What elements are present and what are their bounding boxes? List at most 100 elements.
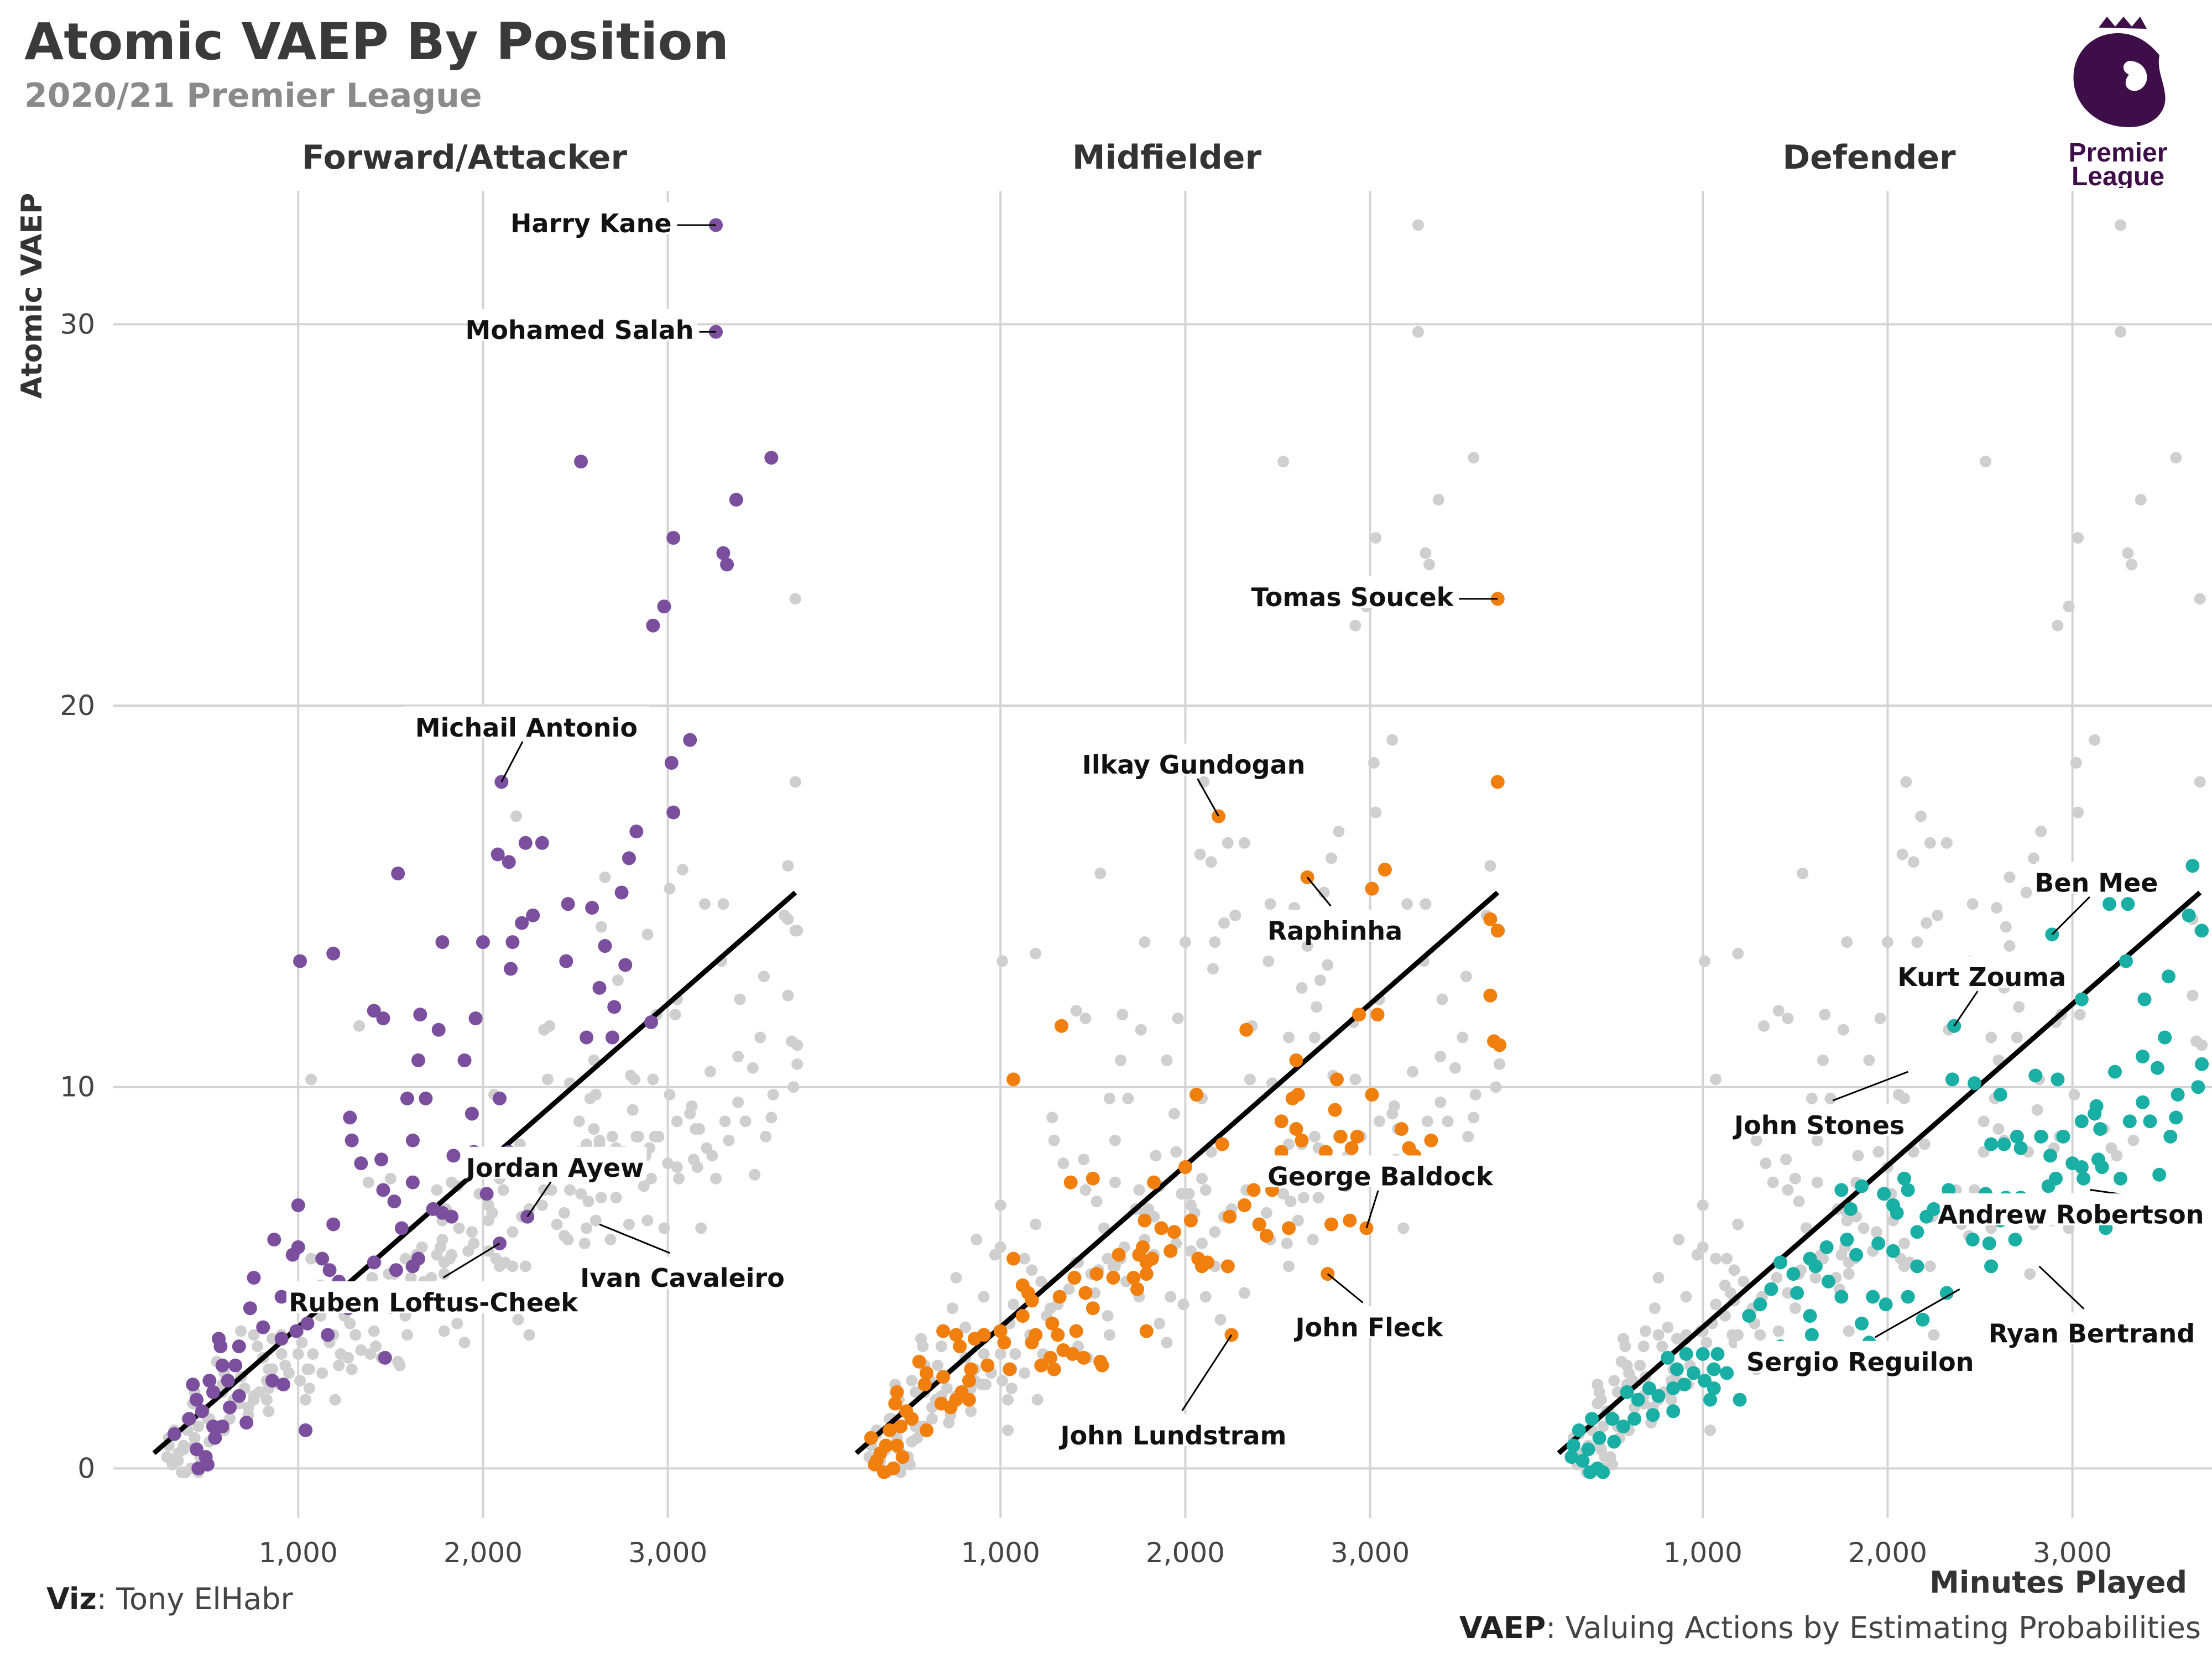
trend-line [854,890,1500,1455]
background-point [1079,1184,1092,1196]
background-point [787,1081,800,1093]
data-point [232,1389,246,1403]
data-point [445,1209,459,1224]
background-point [1196,1172,1208,1185]
data-point [247,1271,261,1285]
background-point [1434,1096,1447,1108]
data-point [1106,1271,1120,1285]
annotation-label-bg [1984,1312,2199,1344]
background-point [307,1348,319,1360]
data-point [561,897,575,911]
data-point [1968,1076,1981,1091]
background-point [2196,1039,2208,1051]
data-point [2150,1061,2164,1075]
data-point [1844,1202,1858,1216]
background-point [1898,1237,1910,1249]
background-point [606,1130,618,1142]
data-point [376,1011,390,1026]
facet-panel-1: Midfielder 1,000 2,000 3,000 Tomas Soucek Ilk… [816,138,1518,1569]
data-point [993,1324,1008,1338]
data-point [1239,1022,1254,1037]
annotation-label: Jordan Ayew [465,1153,644,1183]
data-point [607,1000,622,1014]
background-point [2074,1009,2086,1021]
data-point [1651,1389,1666,1403]
background-point [778,909,790,921]
data-point [535,836,549,850]
data-point [1877,1187,1891,1201]
background-point [749,1168,761,1181]
background-point [1932,909,1944,921]
background-point [1797,867,1809,879]
data-point [1324,1217,1338,1232]
data-point [964,1362,978,1376]
data-point [1328,1103,1342,1117]
background-point [1109,1134,1121,1146]
annotation-label-bg [2036,862,2157,894]
data-point [1803,1308,1817,1323]
facet-title: Defender [1782,138,1956,177]
data-point [1095,1358,1109,1373]
data-point [2008,1233,2022,1247]
background-point [1368,757,1380,769]
data-point [2093,1122,2107,1136]
data-point [559,954,573,968]
background-point [1048,1134,1060,1146]
data-point [1910,1225,1924,1239]
logo-line-2: League [2072,162,2164,188]
background-point [2068,1088,2080,1100]
data-point [435,935,450,950]
background-point [671,1161,683,1173]
background-point [1370,806,1382,818]
background-point [1318,886,1330,899]
background-point [283,1367,295,1379]
background-point [1858,1222,1870,1234]
background-point [989,1249,1001,1261]
background-point [172,1455,184,1467]
annotation-leader [2051,896,2090,935]
background-point [994,1348,1006,1360]
facet-title: Midfielder [1072,138,1262,177]
data-point [1695,1347,1710,1361]
caption-credit: Viz: Tony ElHabr [46,1582,293,1616]
background-point [519,1260,531,1272]
background-point [1214,1313,1227,1326]
annotation-label-bg [1736,1340,1984,1373]
background-point [978,1291,990,1303]
background-point [305,1253,317,1265]
background-point [263,1405,275,1417]
background-point [1002,1394,1014,1406]
background-point [1150,1150,1162,1162]
background-point [595,1192,607,1204]
data-point [605,1030,619,1045]
background-point [2063,601,2075,613]
data-point [2121,897,2135,911]
data-point [2074,1114,2089,1129]
background-point [2194,776,2206,788]
data-point [1666,1404,1681,1418]
data-point [419,1091,433,1105]
data-point [890,1385,904,1399]
data-point [1866,1290,1880,1304]
data-point [1566,1438,1580,1453]
background-point [1218,917,1230,929]
background-point [747,1062,759,1074]
background-point [2063,1222,2075,1234]
background-point [1133,1184,1145,1196]
data-point [1773,1255,1788,1270]
data-point [1138,1213,1152,1228]
background-point [1107,1260,1119,1272]
background-point [466,1226,478,1238]
y-tick-label: 10 [60,1071,95,1103]
data-point [1003,1362,1017,1376]
data-point [1819,1240,1834,1254]
background-point [1896,848,1908,860]
data-point [1786,1267,1801,1281]
background-point [1196,1237,1208,1249]
caption-credit-key: Viz [46,1582,97,1616]
data-point [657,599,671,614]
background-point [2072,806,2084,818]
background-point [1238,1287,1250,1299]
background-point [248,1390,260,1402]
data-point [1077,1350,1091,1365]
